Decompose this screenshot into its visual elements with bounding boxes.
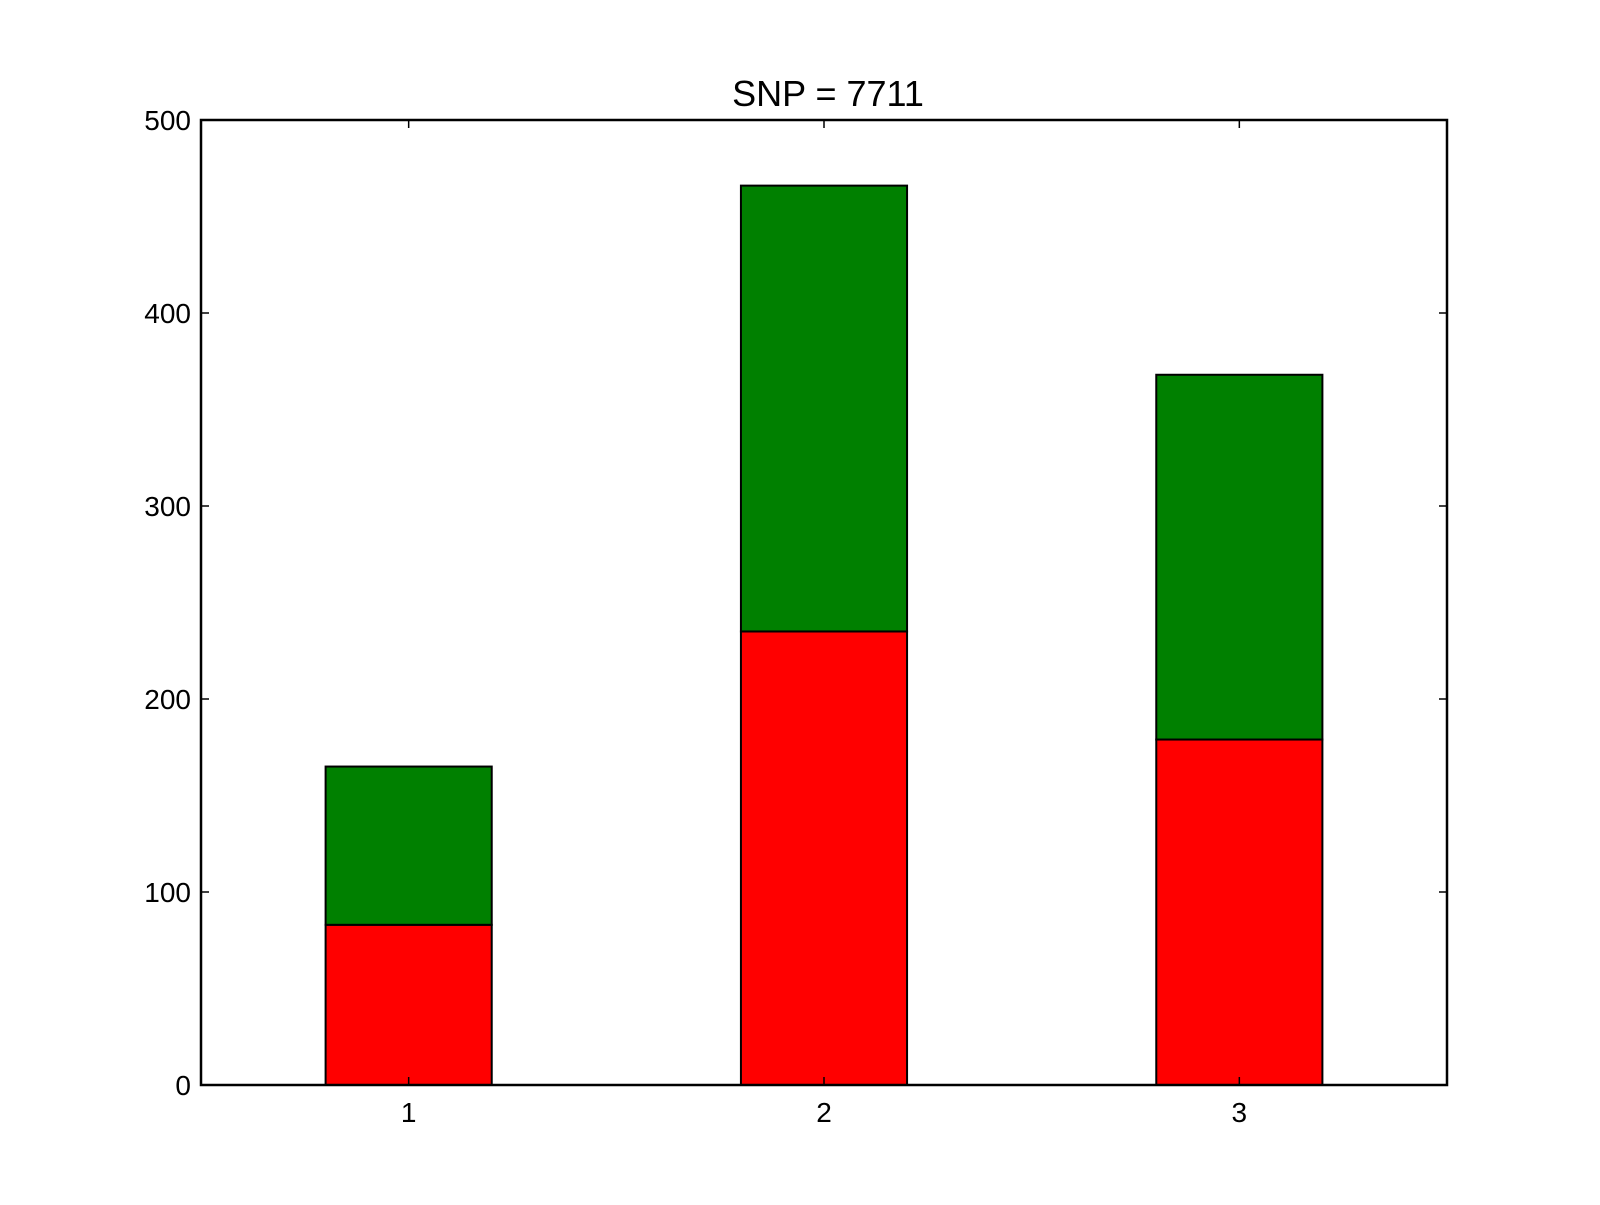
x-tick-label-2: 2 — [816, 1097, 832, 1128]
bar-segment-1-series-1 — [324, 923, 493, 1086]
y-tick-label-500: 500 — [144, 105, 191, 136]
bar-segment-1-series-2 — [324, 765, 493, 926]
tick-labels: 0 100 200 300 400 500 1 2 3 — [144, 105, 1247, 1128]
bar-segment-2-series-1 — [739, 630, 909, 1086]
bars-layer — [324, 184, 1324, 1087]
y-tick-label-300: 300 — [144, 491, 191, 522]
y-tick-label-0: 0 — [175, 1070, 191, 1101]
x-tick-label-3: 3 — [1232, 1097, 1248, 1128]
y-tick-label-400: 400 — [144, 298, 191, 329]
bar-segment-2-series-2 — [739, 184, 909, 633]
bar-segment-3-series-2 — [1155, 373, 1324, 741]
chart-title: SNP = 7711 — [732, 73, 924, 114]
y-tick-label-100: 100 — [144, 877, 191, 908]
y-tick-label-200: 200 — [144, 684, 191, 715]
x-tick-label-1: 1 — [401, 1097, 417, 1128]
plot-area-frame — [199, 118, 1449, 1087]
bar-segment-3-series-1 — [1155, 738, 1324, 1087]
